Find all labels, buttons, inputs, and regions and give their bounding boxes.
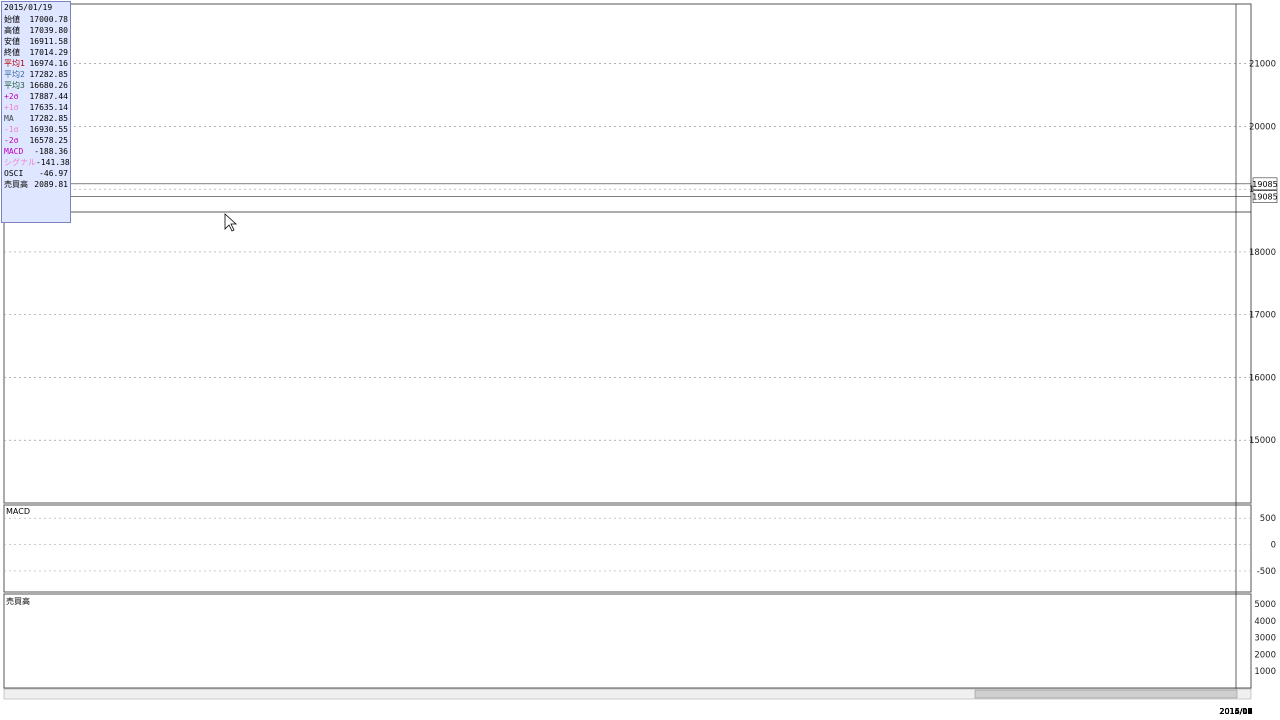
x-tick-label: 2014/11 bbox=[1219, 707, 1252, 716]
info-value: 16578.25 bbox=[29, 136, 68, 145]
info-label: 終値 bbox=[4, 48, 20, 57]
x-tick-label: 2016/01 bbox=[1219, 707, 1252, 716]
info-row: -2σ 16578.25 bbox=[2, 135, 70, 146]
info-value: 17635.14 bbox=[29, 103, 68, 112]
info-row: +1σ 17635.14 bbox=[2, 102, 70, 113]
x-tick-label: 2015/07 bbox=[1219, 707, 1252, 716]
info-value: 17282.85 bbox=[29, 70, 68, 79]
info-row: 高値 17039.80 bbox=[2, 25, 70, 36]
info-label: 始値 bbox=[4, 15, 20, 24]
info-row: MA 17282.85 bbox=[2, 113, 70, 124]
info-row: +2σ 17887.44 bbox=[2, 91, 70, 102]
info-label: MA bbox=[4, 114, 14, 123]
info-row: MACD -188.36 bbox=[2, 146, 70, 157]
info-row: シグナル -141.38 bbox=[2, 157, 70, 168]
volume-tick-label: 4000 bbox=[1254, 617, 1276, 627]
macd-tick-label: 0 bbox=[1271, 541, 1276, 551]
info-panel: 2015/01/19 始値 17000.78 高値 17039.80 安値 16911.5… bbox=[1, 1, 71, 223]
macd-panel-frame bbox=[3, 504, 1252, 593]
info-row: 売買高 2089.81 bbox=[2, 179, 70, 190]
price-marker-box bbox=[1252, 190, 1278, 203]
info-label: -1σ bbox=[4, 125, 19, 134]
price-marker-box bbox=[1252, 177, 1278, 191]
x-tick-label: 2015/01 bbox=[1219, 707, 1252, 716]
info-label: OSCI bbox=[4, 169, 24, 178]
volume-tick-label: 5000 bbox=[1254, 600, 1276, 610]
volume-tick-label: 3000 bbox=[1254, 634, 1276, 644]
info-value: 17014.29 bbox=[29, 48, 68, 57]
info-value: 17039.80 bbox=[29, 26, 68, 35]
info-value: 16911.58 bbox=[29, 37, 68, 46]
x-tick-label: 2015/10 bbox=[1219, 707, 1252, 716]
x-tick-label: 2015/08 bbox=[1219, 707, 1252, 716]
price-tick-label: 20000 bbox=[1249, 122, 1276, 132]
volume-tick-label: 2000 bbox=[1254, 650, 1276, 660]
info-label: -2σ bbox=[4, 136, 19, 145]
info-row: 平均1 16974.16 bbox=[2, 58, 70, 69]
macd-tick-label: -500 bbox=[1257, 567, 1276, 577]
volume-panel-label: 売買高 bbox=[6, 596, 30, 606]
info-label: MACD bbox=[4, 147, 24, 156]
info-value: 16680.26 bbox=[29, 81, 68, 90]
price-tick-label: 15000 bbox=[1249, 436, 1276, 446]
volume-panel-frame bbox=[3, 593, 1252, 689]
price-tick-label: 21000 bbox=[1249, 60, 1276, 70]
price-panel-frame bbox=[3, 3, 1252, 504]
info-value: 2089.81 bbox=[34, 180, 68, 189]
info-label: 平均3 bbox=[4, 81, 25, 90]
info-row: 平均2 17282.85 bbox=[2, 69, 70, 80]
info-row: 平均3 16680.26 bbox=[2, 80, 70, 91]
info-value: 16930.55 bbox=[29, 125, 68, 134]
x-tick-label: 2015/12 bbox=[1219, 707, 1252, 716]
info-label: 安値 bbox=[4, 37, 20, 46]
info-row: 終値 17014.29 bbox=[2, 47, 70, 58]
info-label: 平均2 bbox=[4, 70, 25, 79]
price-tick-label: 17000 bbox=[1249, 311, 1276, 321]
volume-tick-label: 1000 bbox=[1254, 667, 1276, 677]
x-tick-label: 2015/02 bbox=[1219, 707, 1252, 716]
info-label: +2σ bbox=[4, 92, 19, 101]
info-row: 始値 17000.78 bbox=[2, 14, 70, 25]
info-value: 17000.78 bbox=[29, 15, 68, 24]
price-marker-label: 19085 bbox=[1252, 180, 1277, 189]
scrollbar-track bbox=[3, 688, 1252, 700]
info-row: 安値 16911.58 bbox=[2, 36, 70, 47]
x-tick-label: 2015/05 bbox=[1219, 707, 1252, 716]
price-tick-label: 16000 bbox=[1249, 373, 1276, 383]
info-row: OSCI -46.97 bbox=[2, 168, 70, 179]
info-label: +1σ bbox=[4, 103, 19, 112]
info-label: シグナル bbox=[4, 158, 36, 167]
info-date: 2015/01/19 bbox=[4, 3, 53, 12]
info-label: 高値 bbox=[4, 26, 20, 35]
info-value: -46.97 bbox=[39, 169, 68, 178]
info-label: 平均1 bbox=[4, 59, 25, 68]
info-value: 16974.16 bbox=[29, 59, 68, 68]
price-marker-label: 19085 bbox=[1252, 193, 1277, 202]
x-tick-label: 2015/09 bbox=[1219, 707, 1252, 716]
x-tick-label: 2015/06 bbox=[1219, 707, 1252, 716]
x-tick-label: 2015/03 bbox=[1219, 707, 1252, 716]
price-tick-label: 19000 bbox=[1249, 185, 1276, 195]
info-value: -188.36 bbox=[34, 147, 68, 156]
info-value: 17887.44 bbox=[29, 92, 68, 101]
macd-panel-label: MACD bbox=[6, 507, 30, 516]
scrollbar-thumb bbox=[974, 689, 1238, 699]
mouse-cursor-icon bbox=[224, 213, 238, 232]
price-tick-label: 18000 bbox=[1249, 248, 1276, 258]
macd-tick-label: 500 bbox=[1260, 514, 1276, 524]
info-row: -1σ 16930.55 bbox=[2, 124, 70, 135]
x-tick-label: 2015/11 bbox=[1219, 707, 1252, 716]
x-tick-label: 2014/12 bbox=[1219, 707, 1252, 716]
x-tick-label: 2015/04 bbox=[1219, 707, 1252, 716]
info-value: 17282.85 bbox=[29, 114, 68, 123]
info-value: -141.38 bbox=[36, 158, 70, 167]
info-label: 売買高 bbox=[4, 180, 28, 189]
